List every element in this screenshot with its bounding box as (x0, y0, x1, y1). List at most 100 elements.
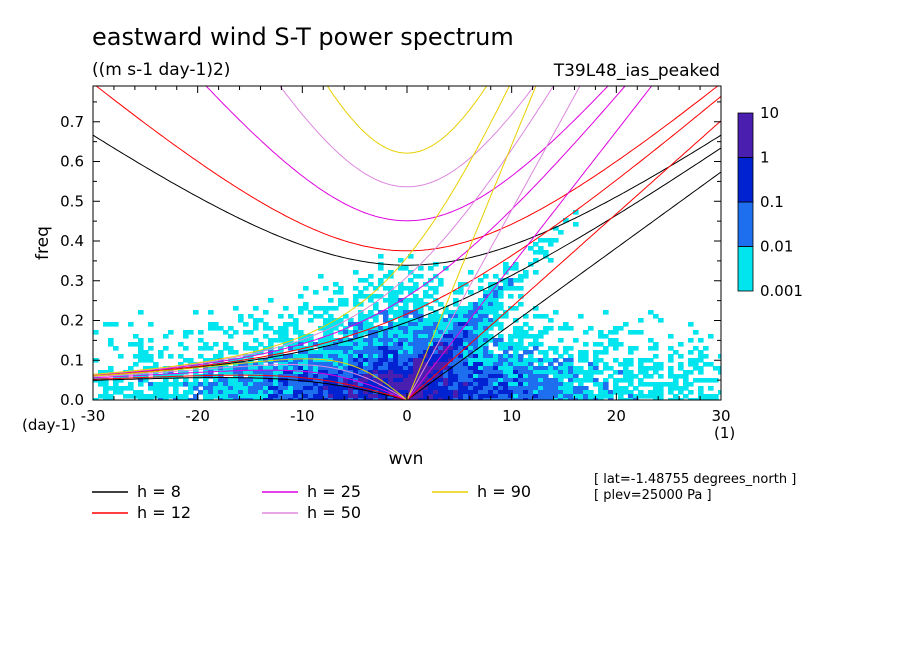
heatmap-cell (338, 394, 344, 399)
heatmap-cell (373, 326, 379, 331)
heatmap-cell (543, 350, 549, 355)
heatmap-cell (433, 338, 439, 343)
heatmap-cell (368, 346, 374, 351)
heatmap-cell (518, 294, 524, 299)
heatmap-cell (338, 370, 344, 375)
heatmap-cell (378, 326, 384, 331)
heatmap-cell (263, 326, 269, 331)
heatmap-cell (228, 346, 234, 351)
heatmap-cell (488, 354, 494, 359)
heatmap-cell (383, 298, 389, 303)
heatmap-cell (368, 398, 374, 400)
heatmap-cell (333, 306, 339, 311)
heatmap-cell (553, 374, 559, 379)
heatmap-cell (453, 322, 459, 327)
heatmap-cell (253, 370, 259, 375)
heatmap-cell (418, 338, 424, 343)
heatmap-cell (583, 374, 589, 379)
heatmap-cell (393, 342, 399, 347)
heatmap-cell (468, 338, 474, 343)
heatmap-cell (403, 318, 409, 323)
heatmap-cell (518, 398, 524, 400)
heatmap-cell (688, 370, 694, 375)
heatmap-cell (158, 350, 164, 355)
heatmap-cell (143, 354, 149, 359)
heatmap-cell (543, 390, 549, 395)
heatmap-cell (333, 398, 339, 400)
heatmap-cell (363, 390, 369, 395)
heatmap-cell (458, 386, 464, 391)
heatmap-cell (703, 378, 709, 383)
heatmap-cell (433, 374, 439, 379)
heatmap-cell (488, 286, 494, 291)
heatmap-cell (363, 286, 369, 291)
heatmap-cell (313, 290, 319, 295)
heatmap-cell (308, 346, 314, 351)
heatmap-cell (633, 398, 639, 400)
heatmap-cell (623, 374, 629, 379)
heatmap-cell (108, 370, 114, 375)
heatmap-cell (358, 326, 364, 331)
heatmap-cell (373, 318, 379, 323)
x-tick-label: 20 (607, 407, 626, 425)
heatmap-cell (438, 278, 444, 283)
heatmap-cell (453, 342, 459, 347)
heatmap-cell (708, 386, 714, 391)
heatmap-cell (288, 386, 294, 391)
heatmap-cell (593, 378, 599, 383)
heatmap-cell (483, 318, 489, 323)
heatmap-cell (558, 338, 564, 343)
heatmap-cell (633, 330, 639, 335)
heatmap-cell (163, 386, 169, 391)
heatmap-cell (348, 318, 354, 323)
heatmap-cell (298, 306, 304, 311)
heatmap-cell (333, 394, 339, 399)
heatmap-cell (413, 362, 419, 367)
heatmap-cell (333, 390, 339, 395)
heatmap-cell (373, 294, 379, 299)
heatmap-cell (328, 386, 334, 391)
heatmap-cell (663, 382, 669, 387)
heatmap-cell (453, 318, 459, 323)
heatmap-cell (243, 366, 249, 371)
heatmap-cell (488, 362, 494, 367)
heatmap-cell (523, 390, 529, 395)
heatmap-cell (428, 378, 434, 383)
heatmap-cell (483, 310, 489, 315)
heatmap-cell (453, 374, 459, 379)
heatmap-cell (423, 354, 429, 359)
heatmap-cell (438, 338, 444, 343)
heatmap-cell (698, 394, 704, 399)
heatmap-cell (408, 322, 414, 327)
heatmap-cell (393, 338, 399, 343)
heatmap-cell (538, 358, 544, 363)
heatmap-cell (428, 266, 434, 271)
heatmap-cell (408, 270, 414, 275)
heatmap-cell (598, 398, 604, 400)
heatmap-cell (453, 330, 459, 335)
heatmap-cell (248, 378, 254, 383)
heatmap-cell (413, 342, 419, 347)
heatmap-cell (638, 370, 644, 375)
heatmap-cell (348, 322, 354, 327)
heatmap-cell (138, 382, 144, 387)
heatmap-cell (458, 382, 464, 387)
heatmap-cell (293, 326, 299, 331)
heatmap-cell (578, 382, 584, 387)
heatmap-cell (603, 310, 609, 315)
heatmap-cell (393, 290, 399, 295)
heatmap-cell (413, 358, 419, 363)
heatmap-cell (293, 398, 299, 400)
heatmap-cell (348, 346, 354, 351)
heatmap-cell (648, 394, 654, 399)
heatmap-cell (673, 378, 679, 383)
heatmap-cell (333, 382, 339, 387)
heatmap-cell (263, 382, 269, 387)
heatmap-cell (113, 346, 119, 351)
heatmap-cell (563, 358, 569, 363)
heatmap-cell (713, 366, 719, 371)
heatmap-cell (653, 314, 659, 319)
heatmap-cell (513, 358, 519, 363)
heatmap-cell (383, 386, 389, 391)
heatmap-cell (553, 378, 559, 383)
